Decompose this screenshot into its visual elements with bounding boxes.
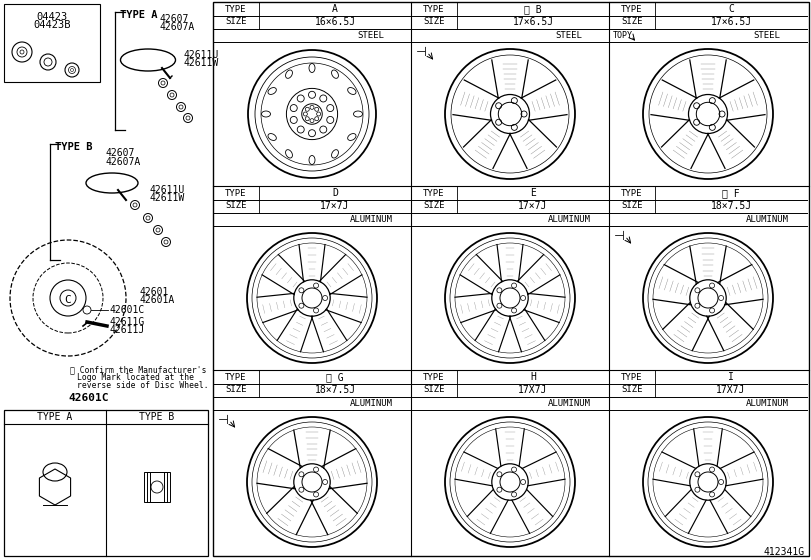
Text: ⊣: ⊣ bbox=[217, 413, 229, 427]
Text: 04423: 04423 bbox=[36, 12, 67, 22]
Text: TYPE: TYPE bbox=[225, 189, 247, 198]
Text: 16×6.5J: 16×6.5J bbox=[315, 17, 355, 27]
Text: 17×7J: 17×7J bbox=[320, 201, 350, 211]
Text: STEEL: STEEL bbox=[556, 30, 582, 40]
Text: 42611W: 42611W bbox=[150, 193, 185, 203]
Text: SIZE: SIZE bbox=[621, 17, 643, 26]
Text: 17×6.5J: 17×6.5J bbox=[513, 17, 554, 27]
Text: STEEL: STEEL bbox=[753, 30, 780, 40]
Text: 42611W: 42611W bbox=[183, 58, 218, 68]
Text: SIZE: SIZE bbox=[621, 385, 643, 394]
Text: C: C bbox=[65, 295, 71, 305]
Text: 18×7.5J: 18×7.5J bbox=[710, 201, 752, 211]
Text: TYPE B: TYPE B bbox=[139, 412, 174, 422]
Text: ALUMINUM: ALUMINUM bbox=[350, 399, 393, 408]
Text: SIZE: SIZE bbox=[225, 385, 247, 394]
Text: 17X7J: 17X7J bbox=[518, 385, 547, 395]
Text: 42601A: 42601A bbox=[140, 295, 175, 305]
Text: 42611U: 42611U bbox=[183, 50, 218, 60]
Text: SIZE: SIZE bbox=[423, 202, 444, 211]
Text: TYPE: TYPE bbox=[621, 189, 643, 198]
Text: TYPE A: TYPE A bbox=[120, 10, 157, 20]
Text: ⊣: ⊣ bbox=[614, 230, 624, 242]
Text: A: A bbox=[332, 4, 338, 14]
Text: TYPE: TYPE bbox=[423, 372, 444, 381]
Text: ※ B: ※ B bbox=[524, 4, 542, 14]
Text: Logo Mark located at the: Logo Mark located at the bbox=[77, 374, 194, 382]
Text: 42611G: 42611G bbox=[110, 317, 145, 327]
Text: ALUMINUM: ALUMINUM bbox=[745, 214, 788, 223]
Text: ※ G: ※ G bbox=[326, 372, 344, 382]
Text: TYPE A: TYPE A bbox=[37, 412, 73, 422]
Text: SIZE: SIZE bbox=[225, 17, 247, 26]
Text: TYPE: TYPE bbox=[423, 189, 444, 198]
Text: 412341G: 412341G bbox=[764, 547, 805, 557]
Text: D: D bbox=[332, 188, 338, 198]
Text: ⊣: ⊣ bbox=[415, 45, 427, 58]
Text: ALUMINUM: ALUMINUM bbox=[547, 214, 590, 223]
Text: TYPE B: TYPE B bbox=[55, 142, 92, 152]
Text: 42611U: 42611U bbox=[150, 185, 185, 195]
Text: ALUMINUM: ALUMINUM bbox=[745, 399, 788, 408]
Text: TYPE: TYPE bbox=[225, 4, 247, 13]
Text: 42601C: 42601C bbox=[110, 305, 145, 315]
Text: C: C bbox=[728, 4, 734, 14]
Text: ※ F: ※ F bbox=[722, 188, 740, 198]
Text: H: H bbox=[530, 372, 536, 382]
Text: 17×7J: 17×7J bbox=[518, 201, 547, 211]
Text: ※ Confirm the Manufacturer's: ※ Confirm the Manufacturer's bbox=[70, 366, 207, 375]
Text: 17×6.5J: 17×6.5J bbox=[710, 17, 752, 27]
Text: TYPE: TYPE bbox=[423, 4, 444, 13]
Text: 42607: 42607 bbox=[105, 148, 135, 158]
Text: STEEL: STEEL bbox=[358, 30, 384, 40]
Text: 04423B: 04423B bbox=[33, 20, 71, 30]
Text: TYPE: TYPE bbox=[621, 372, 643, 381]
Text: reverse side of Disc Wheel.: reverse side of Disc Wheel. bbox=[77, 381, 208, 390]
Text: 18×7.5J: 18×7.5J bbox=[315, 385, 355, 395]
Text: TYPE: TYPE bbox=[621, 4, 643, 13]
Text: ALUMINUM: ALUMINUM bbox=[547, 399, 590, 408]
Text: 42607A: 42607A bbox=[105, 157, 140, 167]
Text: E: E bbox=[530, 188, 536, 198]
Text: ALUMINUM: ALUMINUM bbox=[350, 214, 393, 223]
Text: 42611J: 42611J bbox=[110, 325, 145, 335]
Text: 42601: 42601 bbox=[140, 287, 169, 297]
Text: 17X7J: 17X7J bbox=[716, 385, 745, 395]
Text: SIZE: SIZE bbox=[225, 202, 247, 211]
Text: TYPE: TYPE bbox=[225, 372, 247, 381]
Text: 42601C: 42601C bbox=[68, 393, 109, 403]
Text: 42607A: 42607A bbox=[160, 22, 195, 32]
Text: SIZE: SIZE bbox=[423, 17, 444, 26]
Text: 42607: 42607 bbox=[160, 14, 190, 24]
Text: TOPY: TOPY bbox=[613, 30, 633, 40]
Text: I: I bbox=[728, 372, 734, 382]
Text: SIZE: SIZE bbox=[423, 385, 444, 394]
Text: SIZE: SIZE bbox=[621, 202, 643, 211]
